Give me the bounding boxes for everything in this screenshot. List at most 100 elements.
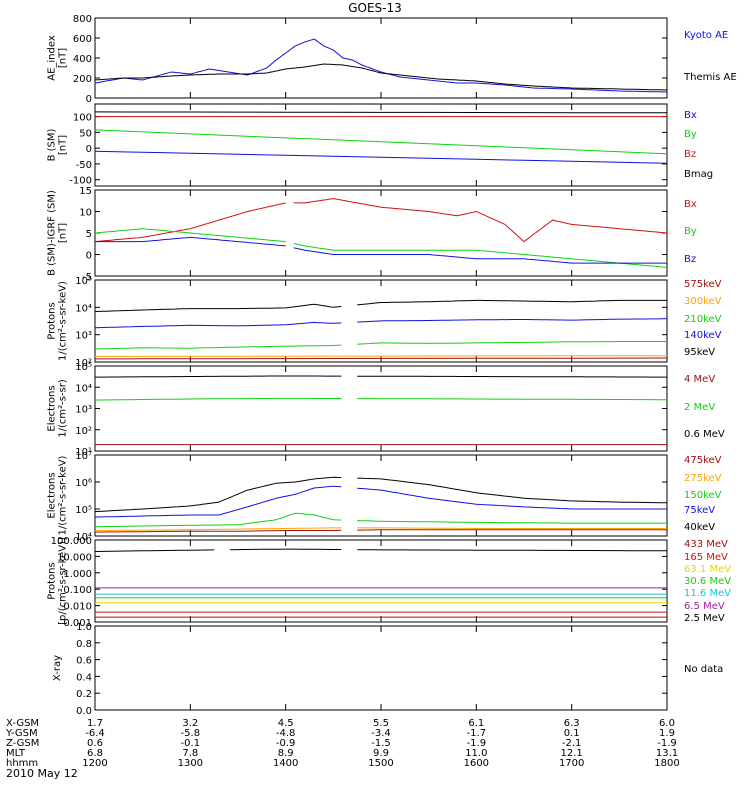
ephemeris-value: 1800 <box>654 758 679 769</box>
y-axis-label: [nT] <box>58 135 69 155</box>
panel-frame <box>94 539 668 623</box>
ephemeris-value: 6.0 <box>659 718 675 729</box>
legend-label: Kyoto AE <box>684 30 728 41</box>
series-line-140kev <box>94 318 667 329</box>
y-tick-label: 200 <box>73 74 92 85</box>
y-tick-label: 10⁶ <box>75 478 92 489</box>
legend-label: 275keV <box>684 473 722 484</box>
y-tick-label: 15 <box>79 186 92 197</box>
y-tick-label: 0 <box>86 251 92 262</box>
series-line-by <box>94 129 668 155</box>
ephemeris-value: 1.9 <box>659 728 675 739</box>
ephemeris-value: 6.3 <box>564 718 580 729</box>
ephemeris-value: -2.1 <box>562 738 582 749</box>
y-tick-label: 10⁵ <box>75 362 92 373</box>
legend-label: Bmag <box>684 169 713 180</box>
y-tick-label: 10.000 <box>57 552 92 563</box>
series-line-kyoto-ae <box>94 38 668 93</box>
legend-label: Themis AE <box>683 72 737 83</box>
series-line-2-5-mev <box>94 548 667 552</box>
y-tick-label: 10¹ <box>75 447 92 458</box>
y-tick-label: 100 <box>73 113 92 124</box>
legend-label: 95keV <box>684 347 715 358</box>
y-tick-label: -5 <box>82 272 92 283</box>
legend-label: 6.5 MeV <box>684 601 725 612</box>
series-line-95kev <box>94 299 667 313</box>
series-line-bmag <box>94 111 667 114</box>
y-tick-label: 0.4 <box>76 672 92 683</box>
y-tick-label: 10 <box>79 208 92 219</box>
y-tick-label: 10⁴ <box>75 383 92 394</box>
legend-label: Bx <box>684 110 697 121</box>
legend-label: Bx <box>684 199 697 210</box>
date-label: 2010 May 12 <box>6 767 78 780</box>
series-line-bx <box>94 150 668 164</box>
plot-title: GOES-13 <box>348 1 402 15</box>
legend-label: 165 MeV <box>684 552 728 563</box>
y-tick-label: 10⁵ <box>75 276 92 287</box>
y-tick-label: 400 <box>73 54 92 65</box>
y-tick-label: 10² <box>75 358 92 369</box>
series-line-2-mev <box>95 397 667 401</box>
y-axis-label: [nT] <box>58 48 69 68</box>
series-line-275kev <box>94 527 667 531</box>
y-tick-label: 10² <box>75 426 92 437</box>
ephemeris-value: 6.1 <box>468 718 484 729</box>
y-tick-label: 5 <box>86 229 92 240</box>
ephemeris-row-label: hhmm <box>6 758 38 769</box>
y-axis-label: [nT] <box>58 223 69 243</box>
legend-label: 63.1 MeV <box>684 564 731 575</box>
series-line-575kev <box>94 357 668 360</box>
series-line-150kev <box>94 512 667 528</box>
panel-xray: 0.0 0.2 0.4 0.6 0.8 1.0 X-ray No data <box>52 622 723 717</box>
legend-label: 575keV <box>684 279 722 290</box>
y-tick-label: 50 <box>79 128 92 139</box>
panel-frame <box>94 625 668 711</box>
ephemeris-row-label: Z-GSM <box>6 738 39 749</box>
y-tick-label: -50 <box>76 160 92 171</box>
ephemeris-value: 1400 <box>273 758 298 769</box>
y-tick-label: 800 <box>73 14 92 25</box>
panel-electrons1: 10¹ 10² 10³ 10⁴ 10⁵ Electrons 1/(cm²-s-sr) 4 Me… <box>47 362 725 458</box>
y-axis-label: Protons <box>47 562 58 599</box>
ephemeris-value: 1600 <box>464 758 489 769</box>
panel-electrons2: 10⁴ 10⁵ 10⁶ 10⁷ Electrons 1/(cm²-s-sr-keV) 475… <box>47 451 722 543</box>
y-axis-label: Electrons <box>47 472 58 518</box>
panel-ae: 0 200 400 600 800 AE_index [nT] Kyoto AE Themis … <box>47 14 737 105</box>
legend-label: 140keV <box>684 330 722 341</box>
legend-label: 30.6 MeV <box>684 576 731 587</box>
y-tick-label: 0 <box>86 144 92 155</box>
y-tick-label: 10⁴ <box>75 303 92 314</box>
ephemeris-table: X-GSM 1.7 3.2 4.5 5.5 6.1 6.3 6.0Y-GSM -6.4 -5.8-… <box>5 718 680 769</box>
series-line-75kev <box>94 485 667 518</box>
y-tick-label: 0.001 <box>63 618 92 629</box>
y-tick-label: 10⁷ <box>75 451 92 462</box>
panel-bdiff: -5 0 5 10 15 B (SM)-IGRF (SM) [nT] Bx By Bz <box>47 186 697 283</box>
ephemeris-value: 4.5 <box>278 718 294 729</box>
ephemeris-row-label: MLT <box>6 748 26 759</box>
ephemeris-value: 3.2 <box>182 718 198 729</box>
ephemeris-value: -1.9 <box>657 738 677 749</box>
ephemeris-value: -0.1 <box>181 738 201 749</box>
legend-label: 4 MeV <box>684 374 715 385</box>
series-line-210kev <box>94 341 667 350</box>
ephemeris-value: 6.8 <box>87 748 103 759</box>
panel-protons1: 10² 10³ 10⁴ 10⁵ Protons 1/(cm²-s-sr-keV) 575ke… <box>47 276 722 369</box>
y-axis-label: 1/(cm²-s-sr) <box>58 379 69 438</box>
ephemeris-value: 0.6 <box>87 738 103 749</box>
legend-label: By <box>684 226 697 237</box>
legend-label: 75keV <box>684 505 715 516</box>
y-tick-label: 1.0 <box>76 622 92 633</box>
legend-label: 40keV <box>684 522 715 533</box>
y-tick-label: 0.0 <box>76 706 92 717</box>
ephemeris-value: -3.4 <box>371 728 391 739</box>
legend-label: 475keV <box>684 455 722 466</box>
y-tick-label: -100 <box>69 176 92 187</box>
legend-label: 210keV <box>684 314 722 325</box>
legend-label: 2.5 MeV <box>684 613 725 624</box>
legend-label: By <box>684 129 697 140</box>
y-tick-label: 600 <box>73 34 92 45</box>
no-data-label: No data <box>684 664 723 675</box>
